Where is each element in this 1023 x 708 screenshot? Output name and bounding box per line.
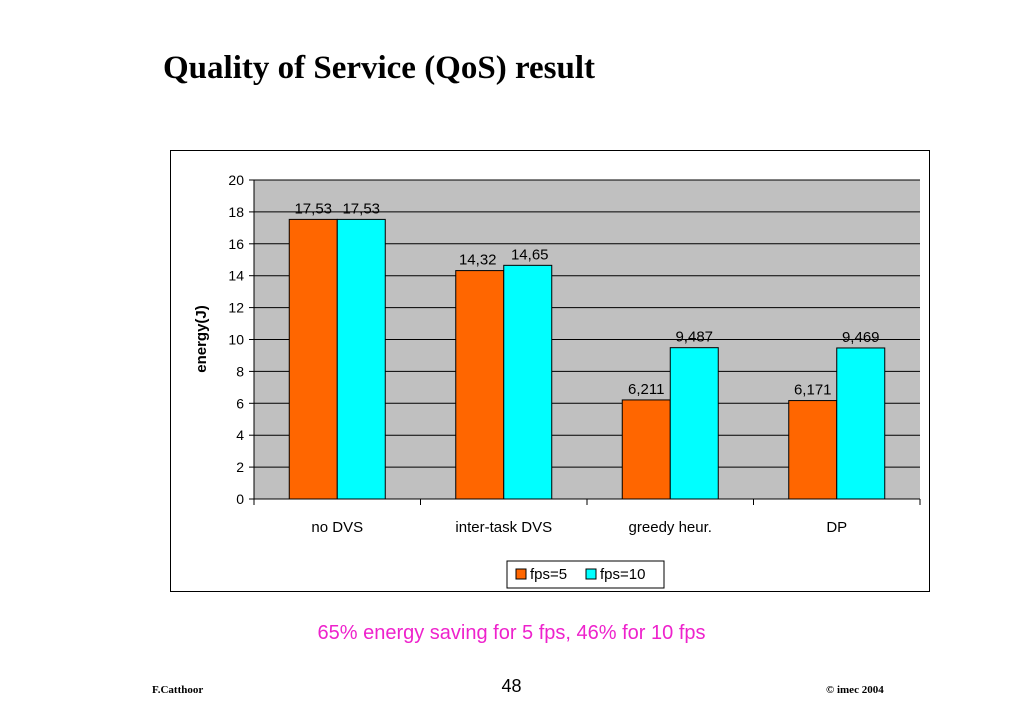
bars <box>288 218 886 500</box>
bar-fps10-2 <box>669 347 719 500</box>
y-axis-label: energy(J) <box>193 305 210 373</box>
legend-label-fps5: fps=5 <box>530 566 567 583</box>
y-tick-label-8: 16 <box>228 236 244 252</box>
data-label-fps5-3: 6,171 <box>794 382 832 399</box>
footer-author: F.Catthoor <box>152 684 204 696</box>
bar-fps5-0 <box>288 218 338 500</box>
y-tick-label-7: 14 <box>228 268 244 284</box>
bar-chart: 0 2 4 6 8 10 12 14 16 18 20 no DVS inter-task DVS gre… <box>193 172 921 589</box>
data-label-fps10-0: 17,53 <box>342 200 380 217</box>
data-label-fps10-1: 14,65 <box>511 246 549 263</box>
y-tick-label-6: 12 <box>228 300 244 316</box>
slide-title: Quality of Service (QoS) result <box>163 50 595 86</box>
footer-page-number: 48 <box>501 676 522 696</box>
legend-label-fps10: fps=10 <box>600 566 645 583</box>
labels: 17,53 17,53 14,32 14,65 6,211 9,487 6,171 9,469 <box>294 200 879 398</box>
x-category-label-1: inter-task DVS <box>455 519 552 536</box>
footer-copyright: © imec 2004 <box>826 684 884 696</box>
legend-swatch-fps5 <box>515 568 527 580</box>
bar-fps5-1 <box>455 270 505 500</box>
data-label-fps5-2: 6,211 <box>628 381 664 398</box>
y-tick-label-10: 20 <box>228 172 244 188</box>
y-tick-label-2: 4 <box>236 427 244 443</box>
y-tick-label-9: 18 <box>228 204 244 220</box>
bar-fps5-3 <box>788 400 838 500</box>
y-tick-label-5: 10 <box>228 332 244 348</box>
data-label-fps5-0: 17,53 <box>294 200 332 217</box>
axes: 0 2 4 6 8 10 12 14 16 18 20 no DVS inter-task DVS gre… <box>228 172 921 536</box>
legend: fps=5 fps=10 <box>506 560 665 589</box>
x-category-label-2: greedy heur. <box>629 519 712 536</box>
bar-fps10-1 <box>503 264 553 500</box>
legend-swatch-fps10 <box>585 568 597 580</box>
y-tick-label-4: 8 <box>236 363 244 379</box>
caption-energy-saving: 65% energy saving for 5 fps, 46% for 10 … <box>317 622 706 644</box>
bar-fps5-2 <box>621 399 671 500</box>
x-category-label-3: DP <box>826 519 847 536</box>
y-tick-label-0: 0 <box>236 491 244 507</box>
y-tick-label-3: 6 <box>236 395 244 411</box>
data-label-fps5-1: 14,32 <box>459 252 497 269</box>
bar-fps10-0 <box>336 218 386 500</box>
x-category-label-0: no DVS <box>311 519 363 536</box>
y-tick-label-1: 2 <box>236 459 244 475</box>
data-label-fps10-3: 9,469 <box>842 329 880 346</box>
bar-fps10-3 <box>836 347 886 500</box>
chart-frame: 0 2 4 6 8 10 12 14 16 18 20 no DVS inter-task DVS gre… <box>170 150 930 592</box>
data-label-fps10-2: 9,487 <box>675 329 713 346</box>
